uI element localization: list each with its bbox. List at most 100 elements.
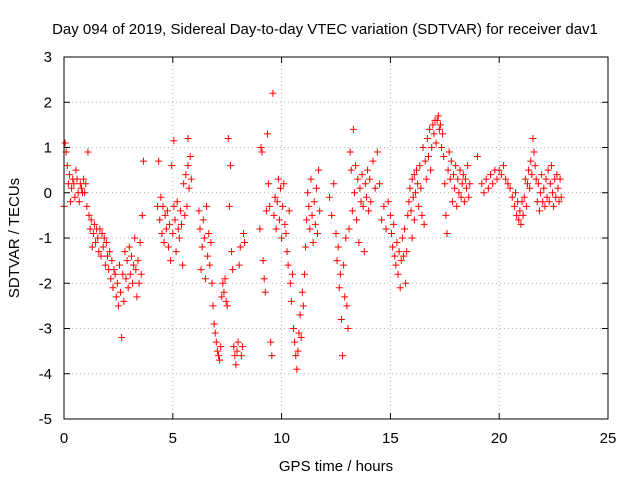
data-point: [195, 207, 203, 215]
y-tick-label: -1: [39, 230, 52, 247]
x-tick-label: 5: [169, 430, 177, 447]
data-point: [438, 144, 446, 151]
data-point: [517, 220, 525, 228]
data-point: [89, 229, 97, 237]
data-point: [166, 220, 174, 228]
data-point: [293, 365, 301, 373]
data-point: [265, 180, 273, 188]
data-point: [127, 252, 135, 260]
data-point: [181, 211, 189, 219]
data-point: [240, 229, 248, 237]
data-point: [205, 229, 213, 237]
data-point: [225, 202, 233, 210]
data-point: [420, 220, 428, 228]
data-point: [314, 229, 322, 237]
y-axis-label: SDTVAR / TECUs: [6, 178, 23, 298]
data-point: [156, 216, 164, 224]
data-point: [405, 198, 413, 206]
data-point: [408, 234, 416, 242]
data-point: [97, 252, 105, 260]
data-point: [235, 261, 243, 269]
data-point: [439, 130, 447, 138]
y-tick-label: 2: [44, 94, 52, 111]
data-point: [294, 347, 302, 355]
data-point: [519, 211, 527, 219]
data-point: [348, 207, 356, 215]
data-point: [521, 175, 529, 183]
data-point: [160, 239, 168, 247]
y-tick-label: 1: [44, 140, 52, 157]
data-point: [211, 329, 219, 337]
data-point: [139, 157, 147, 165]
data-point: [316, 207, 324, 215]
data-point: [417, 184, 425, 192]
data-point: [102, 239, 110, 247]
data-point: [282, 229, 290, 237]
data-point: [342, 234, 350, 242]
x-tick-label: 25: [600, 430, 617, 447]
data-point: [300, 270, 308, 278]
data-point: [429, 121, 437, 129]
data-point: [336, 270, 344, 278]
y-tick-label: -2: [39, 275, 52, 292]
data-point: [158, 229, 166, 237]
data-point: [340, 261, 348, 269]
data-point: [262, 207, 270, 215]
data-point: [411, 189, 419, 197]
data-point: [182, 171, 190, 179]
data-point: [555, 198, 563, 206]
data-point: [71, 193, 79, 201]
data-point: [310, 198, 318, 206]
data-point: [308, 211, 316, 219]
data-point: [184, 162, 192, 170]
data-point: [169, 229, 177, 237]
data-point: [443, 229, 451, 237]
data-point: [332, 229, 340, 237]
data-point: [85, 211, 93, 219]
data-point: [404, 211, 412, 219]
data-point: [480, 189, 488, 197]
data-point: [538, 171, 546, 179]
data-point: [376, 180, 384, 188]
data-point: [213, 347, 221, 355]
points-layer: [60, 89, 565, 373]
data-point: [101, 261, 109, 269]
data-point: [299, 302, 307, 310]
data-point: [106, 248, 114, 256]
data-point: [550, 202, 558, 210]
data-point: [365, 207, 373, 215]
data-point: [539, 198, 547, 206]
grid-layer: [64, 57, 608, 419]
data-point: [137, 270, 145, 278]
y-tick-label: -3: [39, 321, 52, 338]
data-point: [553, 171, 561, 179]
data-point: [510, 202, 518, 210]
data-point: [210, 320, 218, 328]
data-point: [223, 302, 231, 310]
data-point: [502, 175, 510, 183]
data-point: [355, 239, 363, 247]
data-point: [457, 193, 465, 201]
data-point: [386, 211, 394, 219]
data-point: [114, 302, 122, 310]
data-point: [186, 153, 194, 161]
data-point: [436, 121, 444, 129]
data-point: [354, 175, 362, 183]
data-point: [281, 220, 289, 228]
data-point: [259, 257, 267, 265]
data-point: [183, 202, 191, 210]
data-point: [132, 266, 140, 274]
data-point: [284, 261, 292, 269]
data-point: [344, 325, 352, 332]
data-point: [280, 180, 288, 188]
data-point: [454, 175, 462, 183]
data-point: [546, 180, 554, 188]
data-point: [201, 275, 209, 283]
data-point: [441, 180, 449, 188]
data-point: [544, 166, 552, 174]
data-point: [422, 175, 430, 183]
data-point: [164, 243, 172, 251]
data-point: [526, 184, 534, 192]
data-point: [230, 343, 238, 351]
